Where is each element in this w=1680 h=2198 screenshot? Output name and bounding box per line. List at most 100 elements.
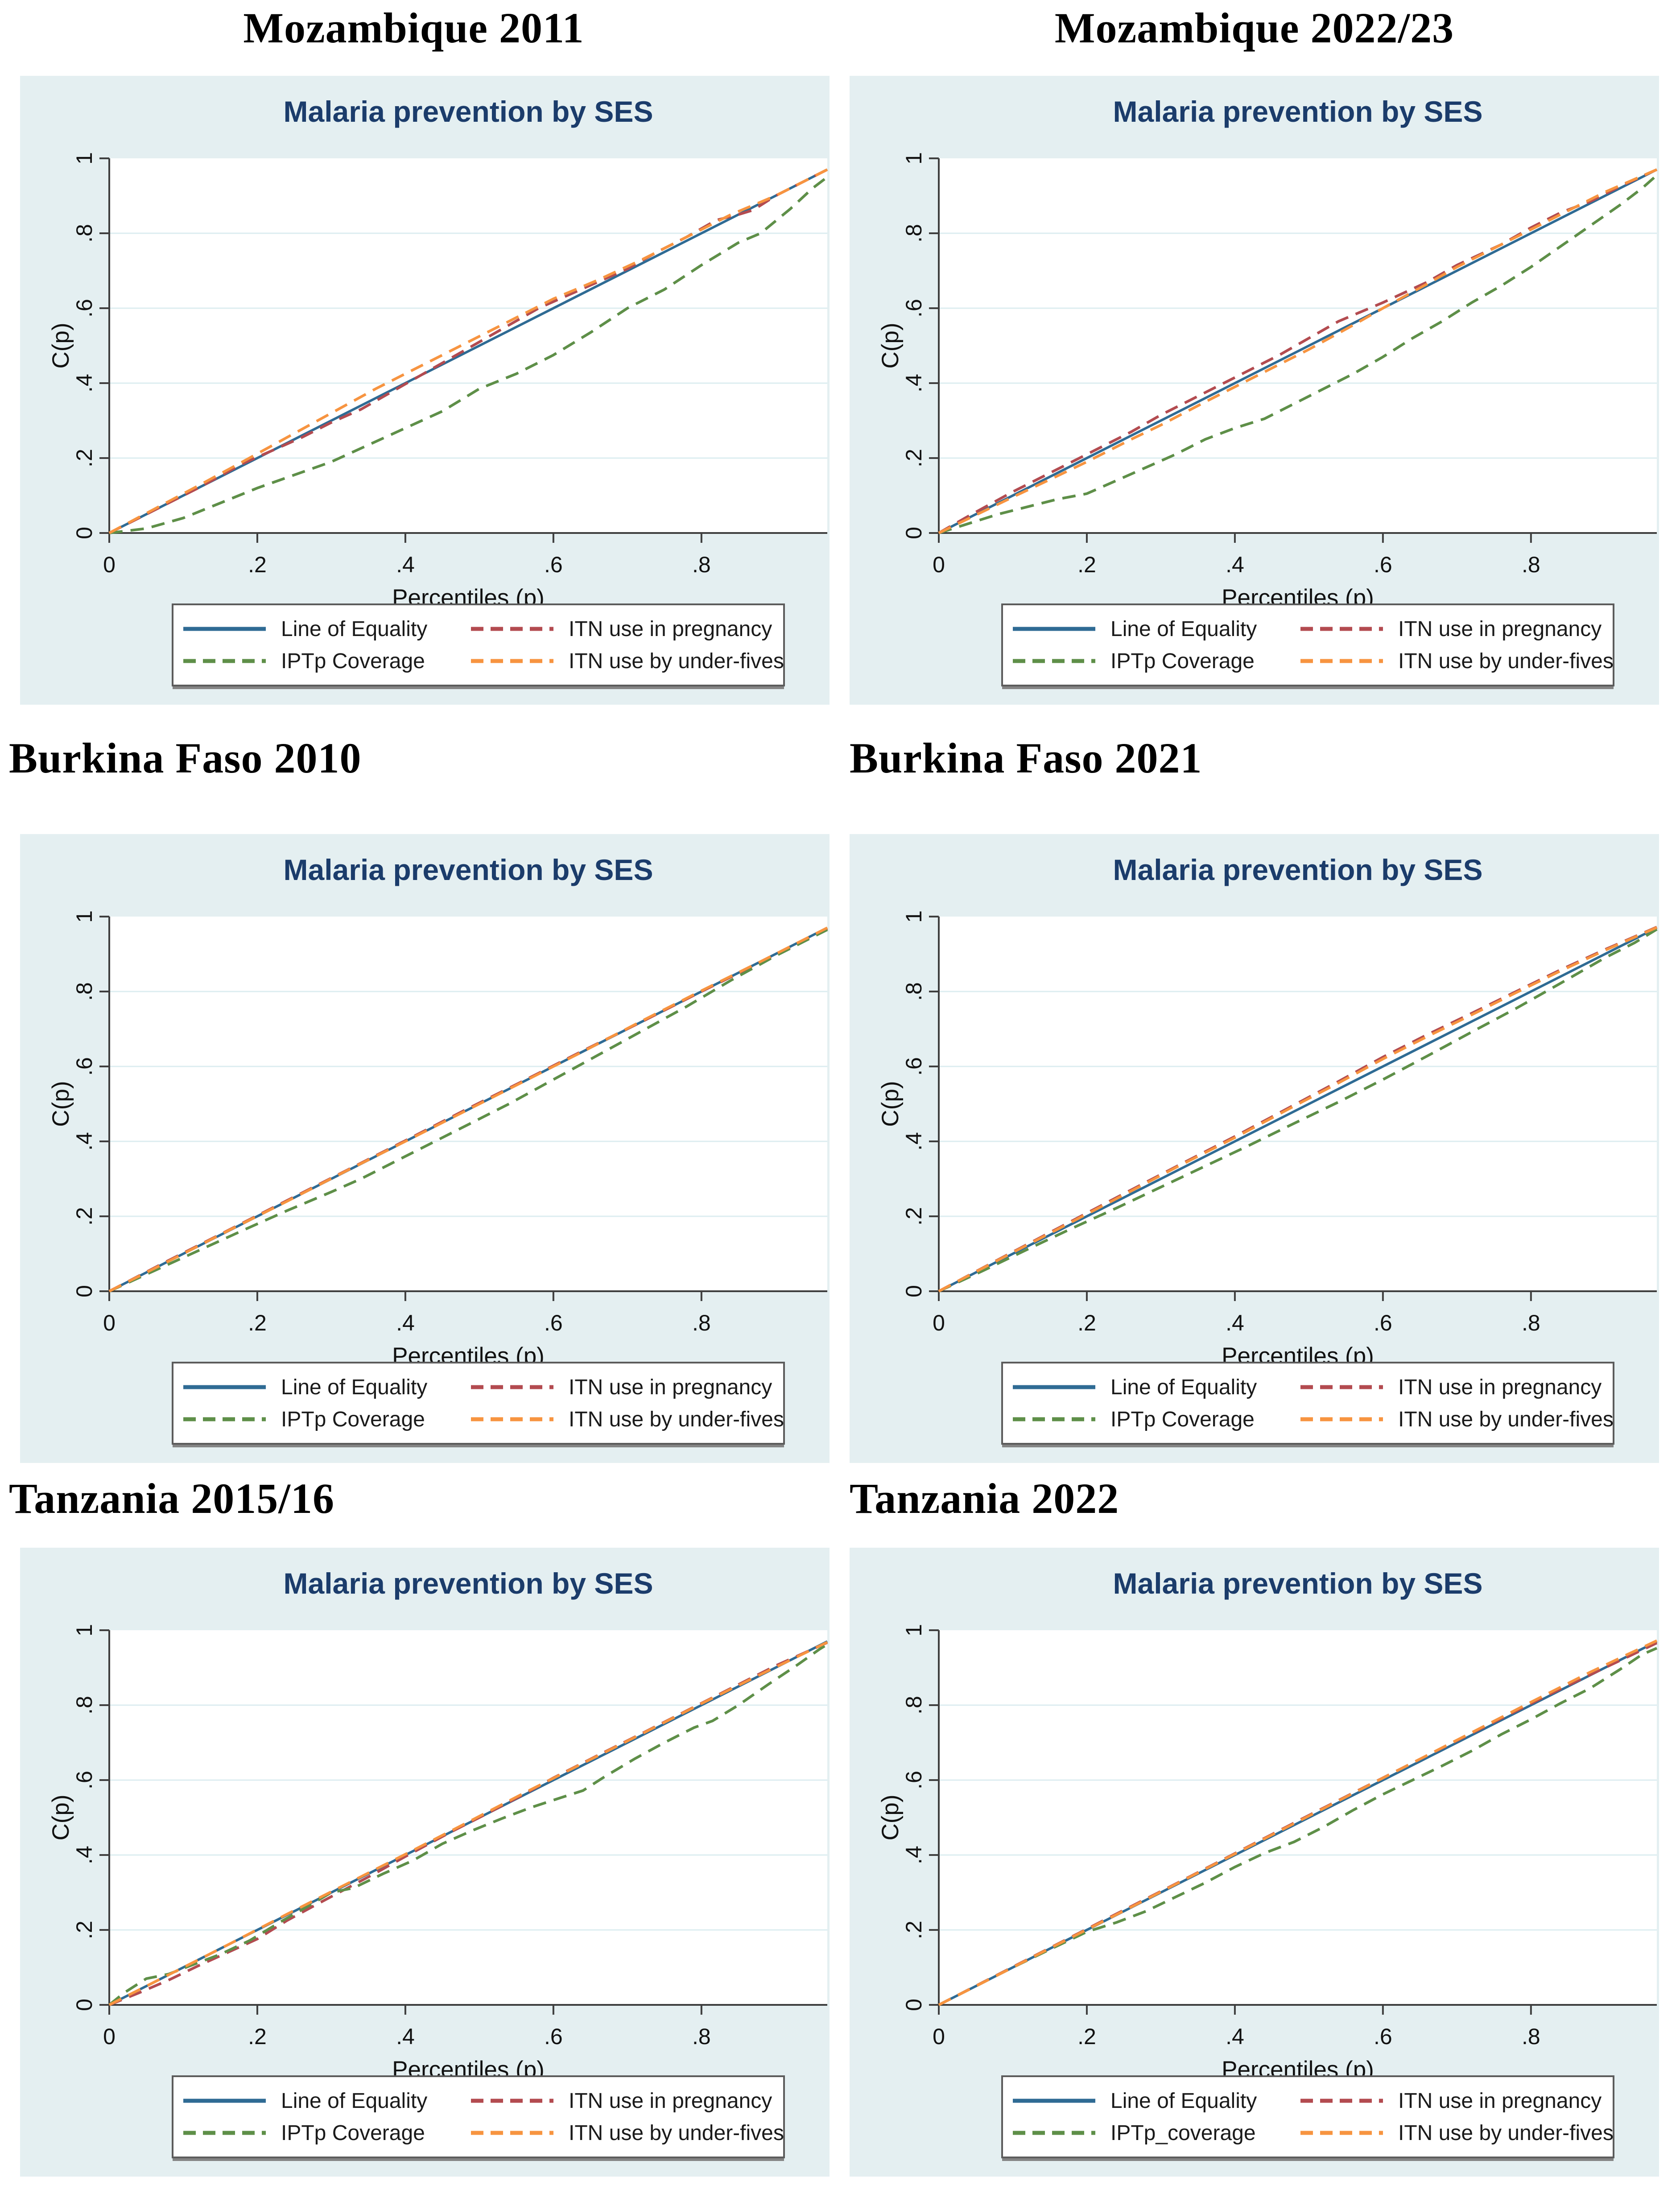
legend-dashed-line-icon xyxy=(471,1417,553,1421)
svg-text:.4: .4 xyxy=(901,1132,926,1151)
svg-text:.2: .2 xyxy=(72,1921,97,1939)
chart-card: Malaria prevention by SES 0 .2 .4 .6 .8 1 0 .2.… xyxy=(850,834,1659,1463)
chart-title: Malaria prevention by SES xyxy=(1113,853,1483,886)
svg-text:.8: .8 xyxy=(72,224,97,243)
legend-item: ITN use in pregnancy xyxy=(471,616,784,642)
chart-title: Malaria prevention by SES xyxy=(283,95,653,128)
legend-dashed-line-icon xyxy=(1013,659,1095,663)
panel-title: Burkina Faso 2021 xyxy=(850,734,1202,782)
legend-dashed-line-icon xyxy=(1300,2131,1383,2135)
svg-text:.8: .8 xyxy=(901,982,926,1001)
chart-card: Malaria prevention by SES 0 .2 .4 .6 .8 1 0 .2.… xyxy=(20,834,830,1463)
legend-label: IPTp Coverage xyxy=(1110,649,1255,673)
svg-text:.2: .2 xyxy=(901,449,926,467)
legend-dashed-line-icon xyxy=(471,2099,553,2103)
svg-text:.2: .2 xyxy=(248,1310,267,1335)
legend-item: ITN use by under-fives xyxy=(1300,1406,1614,1432)
svg-text:.6: .6 xyxy=(72,1771,97,1789)
svg-text:0: 0 xyxy=(103,2024,116,2049)
chart-legend: Line of Equality ITN use in pregnancy IP… xyxy=(172,1362,785,1445)
svg-text:0: 0 xyxy=(933,1310,945,1335)
svg-text:.6: .6 xyxy=(901,1057,926,1076)
legend-item: ITN use by under-fives xyxy=(1300,2120,1614,2146)
legend-dashed-line-icon xyxy=(1300,1385,1383,1389)
svg-text:.4: .4 xyxy=(396,2024,415,2049)
svg-text:0: 0 xyxy=(72,1999,97,2011)
legend-label: IPTp Coverage xyxy=(281,649,425,673)
chart-legend: Line of Equality ITN use in pregnancy IP… xyxy=(1001,603,1614,686)
svg-text:.2: .2 xyxy=(1077,1310,1096,1335)
legend-dashed-line-icon xyxy=(471,659,553,663)
svg-text:0: 0 xyxy=(901,1285,926,1297)
svg-text:.2: .2 xyxy=(1077,552,1096,577)
svg-text:1: 1 xyxy=(901,1624,926,1636)
legend-label: Line of Equality xyxy=(281,1375,428,1399)
legend-item: ITN use in pregnancy xyxy=(471,2088,784,2114)
legend-label: ITN use in pregnancy xyxy=(569,617,772,641)
chart-legend: Line of Equality ITN use in pregnancy IP… xyxy=(1001,1362,1614,1445)
legend-solid-line-icon xyxy=(183,627,266,631)
chart-legend: Line of Equality ITN use in pregnancy IP… xyxy=(1001,2075,1614,2158)
legend-label: IPTp_coverage xyxy=(1110,2121,1256,2145)
legend-item: IPTp Coverage xyxy=(183,648,471,674)
svg-text:.2: .2 xyxy=(72,1207,97,1226)
legend-label: ITN use in pregnancy xyxy=(1398,1375,1602,1399)
svg-text:.4: .4 xyxy=(1226,2024,1244,2049)
legend-label: ITN use by under-fives xyxy=(569,649,784,673)
chart-legend: Line of Equality ITN use in pregnancy IP… xyxy=(172,2075,785,2158)
legend-item: Line of Equality xyxy=(183,616,471,642)
legend-dashed-line-icon xyxy=(183,2131,266,2135)
svg-text:1: 1 xyxy=(901,910,926,923)
chart-card: Malaria prevention by SES 0 .2 .4 .6 .8 1 0 .2.… xyxy=(20,1548,830,2177)
svg-text:.4: .4 xyxy=(72,374,97,392)
chart-plot: 0.2.4.6.810.2.4.6.8C(p)Percentiles (p) xyxy=(877,152,1658,611)
legend-label: ITN use in pregnancy xyxy=(569,2089,772,2113)
svg-text:.6: .6 xyxy=(72,1057,97,1076)
chart-plot: 0.2.4.6.810.2.4.6.8C(p)Percentiles (p) xyxy=(877,910,1658,1369)
chart-title: Malaria prevention by SES xyxy=(1113,1567,1483,1600)
svg-text:0: 0 xyxy=(72,1285,97,1297)
svg-text:.8: .8 xyxy=(1522,552,1540,577)
svg-text:C(p): C(p) xyxy=(877,322,904,368)
panel-title: Tanzania 2022 xyxy=(850,1475,1119,1522)
svg-text:C(p): C(p) xyxy=(48,1081,74,1127)
svg-text:.2: .2 xyxy=(901,1207,926,1226)
chart-card: Malaria prevention by SES 0 .2 .4 .6 .8 1 0 .2.… xyxy=(20,76,830,705)
chart-title: Malaria prevention by SES xyxy=(283,853,653,886)
legend-label: Line of Equality xyxy=(281,2089,428,2113)
svg-text:.6: .6 xyxy=(72,299,97,318)
legend-dashed-line-icon xyxy=(1300,659,1383,663)
svg-text:.2: .2 xyxy=(72,449,97,467)
legend-item: ITN use in pregnancy xyxy=(1300,2088,1614,2114)
svg-text:1: 1 xyxy=(901,152,926,165)
svg-text:0: 0 xyxy=(933,552,945,577)
legend-label: ITN use by under-fives xyxy=(1398,649,1614,673)
legend-item: ITN use by under-fives xyxy=(471,648,784,674)
svg-text:0: 0 xyxy=(933,2024,945,2049)
svg-text:0: 0 xyxy=(901,527,926,539)
legend-item: IPTp Coverage xyxy=(1013,648,1300,674)
chart-plot: 0.2.4.6.810.2.4.6.8C(p)Percentiles (p) xyxy=(48,910,828,1369)
svg-text:.6: .6 xyxy=(544,2024,563,2049)
legend-label: Line of Equality xyxy=(1110,2089,1257,2113)
legend-dashed-line-icon xyxy=(183,659,266,663)
legend-label: ITN use by under-fives xyxy=(1398,1407,1614,1431)
svg-text:0: 0 xyxy=(103,1310,116,1335)
legend-item: Line of Equality xyxy=(183,1374,471,1400)
svg-text:.8: .8 xyxy=(901,224,926,243)
legend-label: IPTp Coverage xyxy=(1110,1407,1255,1431)
svg-text:.6: .6 xyxy=(1374,1310,1392,1335)
legend-dashed-line-icon xyxy=(1300,627,1383,631)
svg-text:.4: .4 xyxy=(72,1846,97,1864)
svg-text:C(p): C(p) xyxy=(877,1081,904,1127)
legend-dashed-line-icon xyxy=(471,2131,553,2135)
chart-legend: Line of Equality ITN use in pregnancy IP… xyxy=(172,603,785,686)
svg-text:.2: .2 xyxy=(248,552,267,577)
svg-text:C(p): C(p) xyxy=(48,322,74,368)
svg-text:1: 1 xyxy=(72,910,97,923)
svg-text:0: 0 xyxy=(72,527,97,539)
svg-text:1: 1 xyxy=(72,152,97,165)
svg-text:.8: .8 xyxy=(1522,1310,1540,1335)
legend-item: Line of Equality xyxy=(1013,2088,1300,2114)
chart-plot: 0.2.4.6.810.2.4.6.8C(p)Percentiles (p) xyxy=(48,152,828,611)
